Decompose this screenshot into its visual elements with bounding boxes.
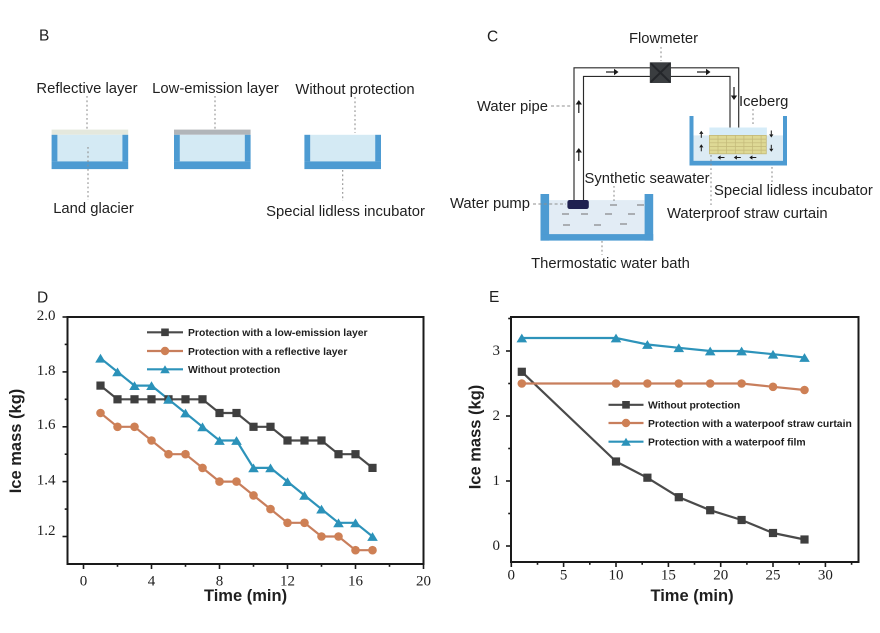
svg-text:Ice mass (kg): Ice mass (kg) <box>7 389 25 494</box>
svg-text:1.2: 1.2 <box>37 523 56 539</box>
svg-text:2.0: 2.0 <box>37 308 56 324</box>
svg-text:Special lidless incubator: Special lidless incubator <box>714 183 873 199</box>
svg-text:Protection with a low-emission: Protection with a low-emission layer <box>188 328 368 339</box>
svg-text:Special lidless incubator: Special lidless incubator <box>266 204 425 220</box>
svg-text:Waterproof straw curtain: Waterproof straw curtain <box>667 206 828 222</box>
svg-text:C: C <box>487 29 498 46</box>
svg-text:Water pipe: Water pipe <box>477 99 548 115</box>
svg-text:Protection with a waterpoof st: Protection with a waterpoof straw curtai… <box>648 419 852 430</box>
svg-text:10: 10 <box>609 568 624 584</box>
svg-text:Ice mass (kg): Ice mass (kg) <box>467 385 485 490</box>
svg-text:4: 4 <box>148 574 156 590</box>
svg-text:Land glacier: Land glacier <box>53 201 134 217</box>
svg-text:Without protection: Without protection <box>295 82 414 98</box>
svg-text:15: 15 <box>661 568 676 584</box>
svg-text:Protection with a waterpoof fi: Protection with a waterpoof film <box>648 438 806 449</box>
svg-text:Without protection: Without protection <box>188 365 280 376</box>
svg-text:Reflective layer: Reflective layer <box>36 81 137 97</box>
svg-text:Protection with a reflective l: Protection with a reflective layer <box>188 347 347 358</box>
svg-text:B: B <box>39 28 49 45</box>
svg-text:Water pump: Water pump <box>450 196 530 212</box>
svg-text:Synthetic seawater: Synthetic seawater <box>584 171 709 187</box>
svg-text:3: 3 <box>493 343 501 359</box>
svg-text:Flowmeter: Flowmeter <box>629 31 698 47</box>
svg-text:1.4: 1.4 <box>37 472 56 488</box>
svg-text:1.6: 1.6 <box>37 417 56 433</box>
svg-text:Time (min): Time (min) <box>204 587 287 605</box>
svg-text:Without protection: Without protection <box>648 401 740 412</box>
svg-text:0: 0 <box>80 574 88 590</box>
svg-text:Thermostatic water bath: Thermostatic water bath <box>531 256 690 272</box>
svg-text:1.8: 1.8 <box>37 363 56 379</box>
svg-text:0: 0 <box>493 538 501 554</box>
svg-text:25: 25 <box>766 568 781 584</box>
svg-text:1: 1 <box>493 473 501 489</box>
svg-text:D: D <box>37 290 48 307</box>
svg-text:16: 16 <box>348 574 364 590</box>
svg-text:30: 30 <box>818 568 833 584</box>
svg-text:Iceberg: Iceberg <box>739 94 788 110</box>
svg-text:8: 8 <box>216 574 224 590</box>
svg-text:E: E <box>489 289 499 306</box>
svg-text:5: 5 <box>560 568 568 584</box>
svg-text:0: 0 <box>508 568 516 584</box>
svg-text:12: 12 <box>280 574 295 590</box>
svg-text:20: 20 <box>713 568 728 584</box>
svg-text:Low-emission layer: Low-emission layer <box>152 81 279 97</box>
svg-text:Time (min): Time (min) <box>650 587 733 605</box>
svg-text:20: 20 <box>416 574 431 590</box>
svg-text:2: 2 <box>493 408 501 424</box>
